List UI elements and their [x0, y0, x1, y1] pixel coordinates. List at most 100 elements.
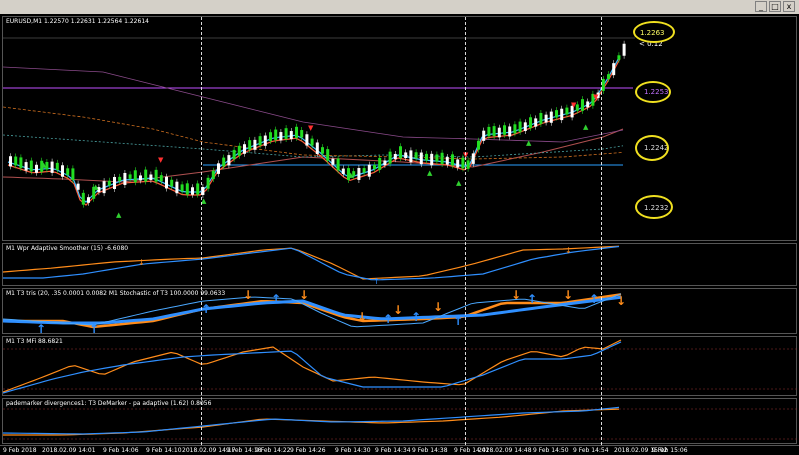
candle-body [274, 129, 278, 141]
main-price-chart[interactable]: EURUSD,M1 1.22570 1.22631 1.22564 1.2261… [2, 16, 797, 241]
candle-body [570, 105, 574, 118]
candle-body [336, 158, 340, 171]
candle-body [409, 150, 413, 163]
time-axis-label: 9 Feb 14:10 [146, 447, 182, 454]
stochastic-up-arrow: ↑ [89, 322, 99, 335]
time-axis-label: 9 Feb 14:42 [454, 447, 490, 454]
candle-body [331, 158, 335, 165]
candle-body [393, 153, 397, 160]
candle-body [248, 140, 252, 150]
buy-signal-arrow: ▲ [41, 161, 47, 169]
candle-body [549, 111, 553, 123]
candle-body [440, 152, 444, 165]
candle-body [612, 63, 616, 76]
candle-body [24, 162, 28, 171]
close-button[interactable]: x [783, 1, 795, 12]
moving-average-orange [3, 106, 624, 160]
time-axis-label: 9 Feb 14:22 [255, 447, 291, 454]
mfi-indicator-canvas [3, 339, 798, 394]
indicator-label-mfi: M1 T3 MFi 88.6821 [6, 338, 63, 345]
wpr-signal-arrow: ↓ [138, 258, 145, 267]
wpr-signal-arrow: ↑ [373, 277, 380, 286]
time-axis-label: 9 Feb 14:30 [335, 447, 371, 454]
candle-body [9, 156, 12, 167]
candle-body [601, 78, 605, 91]
candle-body [622, 43, 626, 56]
candle-body [497, 127, 501, 138]
annotation-circle-1 [633, 21, 675, 43]
sell-signal-arrow: ▼ [308, 124, 314, 132]
candle-body [388, 151, 392, 164]
candle-body [154, 169, 158, 182]
annotation-circle-3 [635, 135, 669, 161]
candle-body [373, 164, 376, 170]
candle-body [284, 128, 288, 140]
candle-body [139, 175, 142, 181]
sell-signal-arrow: ▼ [571, 101, 577, 109]
indicator-pane-wpr[interactable]: M1 Wpr Adaptive Smoother (15) -6.6080 ↓ ↓… [2, 243, 797, 286]
sell-signal-arrow: ▼ [158, 156, 164, 164]
candle-body [107, 180, 111, 186]
candle-body [555, 110, 558, 118]
candle-body [289, 131, 293, 139]
time-axis-label: 2018.02.09 14:01 [42, 447, 96, 454]
candle-body [529, 117, 532, 128]
indicator-label-stochastic: M1 T3 tris (20, .35 0.0001 0.0082 M1 Sto… [6, 290, 226, 297]
candle-body [352, 171, 356, 177]
indicator-pane-mfi[interactable]: M1 T3 MFi 88.6821 [2, 336, 798, 396]
candle-body [565, 107, 569, 115]
candle-body [321, 147, 324, 154]
stochastic-orange-thick [3, 293, 622, 329]
candle-body [367, 164, 371, 177]
stochastic-down-arrow: ↓ [511, 289, 521, 302]
candle-body [196, 183, 200, 195]
candle-body [185, 183, 189, 195]
candle-body [295, 126, 298, 138]
buy-signal-arrow: ▲ [93, 183, 99, 191]
time-axis-label: 2018.02.09 14:17 [182, 447, 236, 454]
candle-body [617, 55, 621, 60]
candle-body [357, 168, 361, 180]
stochastic-down-arrow: ↓ [393, 303, 403, 317]
candle-body [97, 187, 101, 193]
candle-body [513, 124, 517, 134]
candle-body [81, 192, 85, 205]
candle-body [279, 132, 283, 141]
indicator-pane-demarker[interactable]: pademarker divergences1: T3 DeMarker - p… [2, 398, 798, 444]
chart-symbol-label: EURUSD,M1 1.22570 1.22631 1.22564 1.2261… [6, 18, 149, 25]
time-axis-label: 2018.02.09 14:48 [478, 447, 532, 454]
buy-signal-arrow: ▲ [526, 139, 532, 147]
indicator-pane-stochastic[interactable]: M1 T3 tris (20, .35 0.0001 0.0082 M1 Sto… [2, 288, 797, 335]
moving-average-purple [3, 66, 624, 143]
candle-body [347, 168, 350, 181]
candle-body [149, 174, 153, 180]
candle-body [35, 164, 38, 173]
demarker-blue-line [3, 406, 620, 435]
moving-average-red [3, 128, 624, 183]
candle-body [305, 134, 309, 146]
candle-body [165, 176, 168, 189]
stochastic-down-arrow: ↓ [433, 300, 443, 314]
candle-body [258, 136, 262, 146]
stochastic-thin-line [3, 293, 622, 328]
candle-body [430, 153, 434, 166]
candle-body [461, 157, 465, 169]
stochastic-up-arrow: ↑ [453, 314, 463, 328]
candle-body [87, 197, 90, 203]
candle-body [123, 172, 127, 185]
candle-body [14, 156, 18, 166]
session-separator-2 [465, 17, 466, 445]
price-chart-canvas: ▼ ▼ ▼ ▼ ▼ ▲ ▲ ▲ ▲ ▲ ▲ ▲ ▲ ▲ [3, 37, 635, 219]
time-axis-label: 9 Feb 14:18 [226, 447, 262, 454]
candle-body [560, 108, 564, 121]
candle-body [414, 152, 418, 159]
time-axis: 9 Feb 2018 2018.02.09 14:01 9 Feb 14:06 9 F… [0, 445, 799, 455]
candle-body [362, 168, 366, 173]
buy-signal-arrow: ▲ [583, 123, 589, 131]
candle-body [451, 154, 454, 166]
maximize-button[interactable]: □ [769, 1, 781, 12]
candle-body [191, 187, 194, 195]
candle-body [128, 174, 132, 179]
minimize-button[interactable]: _ [755, 1, 767, 12]
candle-body [575, 104, 579, 111]
